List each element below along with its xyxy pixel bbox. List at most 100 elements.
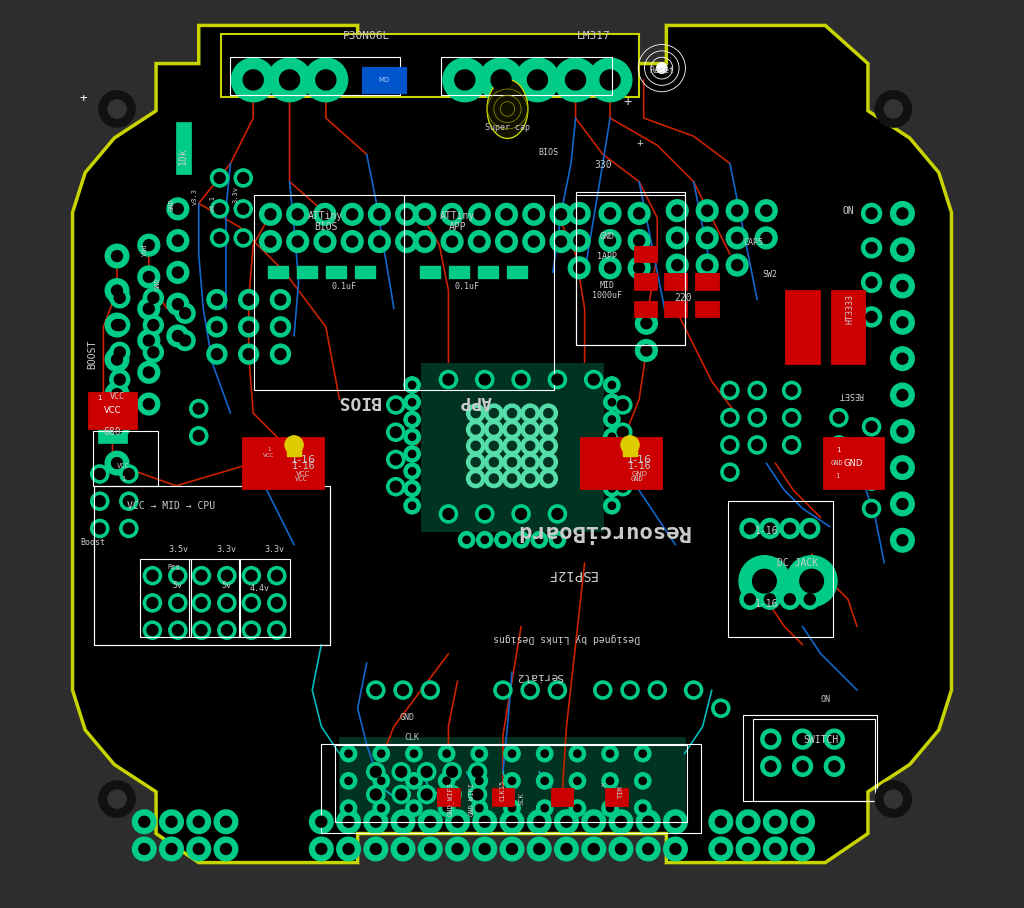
Circle shape (443, 750, 451, 757)
Circle shape (409, 450, 416, 458)
Circle shape (403, 377, 420, 393)
Circle shape (604, 208, 615, 219)
Circle shape (604, 429, 621, 445)
Circle shape (525, 474, 535, 483)
Circle shape (243, 594, 260, 612)
Circle shape (403, 463, 420, 479)
Bar (287, 445, 301, 456)
Circle shape (489, 441, 499, 450)
Circle shape (569, 745, 586, 762)
Circle shape (347, 236, 357, 247)
Circle shape (112, 423, 123, 434)
Circle shape (829, 409, 848, 427)
Circle shape (246, 570, 257, 581)
Circle shape (403, 411, 420, 428)
Circle shape (508, 441, 516, 450)
Circle shape (891, 311, 914, 334)
Circle shape (467, 469, 484, 488)
Text: 4.4v: 4.4v (250, 584, 269, 593)
Circle shape (866, 242, 877, 253)
Circle shape (752, 412, 763, 423)
Circle shape (585, 370, 603, 389)
Circle shape (862, 418, 881, 436)
Circle shape (508, 425, 516, 434)
Circle shape (395, 789, 407, 800)
Circle shape (786, 412, 797, 423)
Circle shape (544, 474, 553, 483)
Circle shape (732, 205, 742, 216)
Circle shape (172, 299, 183, 310)
Circle shape (471, 800, 487, 816)
Circle shape (732, 232, 742, 243)
Circle shape (189, 427, 208, 445)
Circle shape (421, 766, 432, 777)
Circle shape (521, 681, 540, 699)
Circle shape (866, 277, 877, 288)
Circle shape (541, 777, 548, 785)
Circle shape (726, 254, 749, 276)
Circle shape (866, 311, 877, 322)
Bar (326, 267, 346, 278)
Circle shape (726, 227, 749, 249)
Circle shape (512, 505, 530, 523)
Bar (492, 788, 514, 806)
Circle shape (309, 810, 333, 834)
Circle shape (641, 318, 652, 329)
Circle shape (667, 254, 688, 276)
Text: TIM: TIM (617, 785, 624, 798)
Circle shape (468, 763, 486, 781)
Text: LM317: LM317 (577, 31, 610, 42)
Text: DC JACK: DC JACK (777, 558, 818, 568)
Circle shape (471, 409, 480, 418)
Text: ATTiny
APP: ATTiny APP (440, 211, 475, 232)
Circle shape (419, 810, 442, 834)
Circle shape (484, 453, 503, 471)
Circle shape (443, 763, 461, 781)
Circle shape (504, 773, 520, 789)
Circle shape (471, 425, 480, 434)
Circle shape (218, 594, 236, 612)
Circle shape (891, 528, 914, 552)
Circle shape (489, 474, 499, 483)
Circle shape (523, 203, 545, 225)
Circle shape (340, 773, 356, 789)
Circle shape (476, 750, 483, 757)
Text: 3.3v: 3.3v (233, 186, 239, 202)
Circle shape (91, 519, 109, 538)
Circle shape (561, 816, 572, 827)
Circle shape (160, 810, 183, 834)
Circle shape (112, 389, 123, 400)
Circle shape (420, 209, 430, 220)
Circle shape (443, 374, 454, 385)
Circle shape (724, 439, 735, 450)
Circle shape (108, 790, 126, 808)
Circle shape (639, 804, 646, 812)
Circle shape (897, 281, 908, 291)
Bar (634, 301, 657, 317)
Circle shape (341, 231, 364, 252)
Circle shape (443, 777, 451, 785)
Circle shape (749, 409, 766, 427)
Circle shape (194, 430, 204, 441)
Circle shape (172, 597, 183, 608)
Circle shape (234, 169, 252, 187)
Circle shape (500, 810, 524, 834)
Circle shape (770, 844, 780, 854)
Circle shape (292, 209, 303, 220)
Circle shape (473, 810, 497, 834)
Circle shape (123, 523, 134, 534)
Circle shape (621, 681, 639, 699)
Circle shape (724, 467, 735, 478)
Circle shape (243, 621, 260, 639)
Circle shape (608, 450, 615, 458)
Circle shape (617, 400, 628, 410)
Circle shape (724, 385, 735, 396)
Circle shape (243, 567, 260, 585)
Circle shape (897, 535, 908, 546)
Bar (695, 301, 719, 317)
Circle shape (143, 303, 155, 314)
Circle shape (425, 685, 436, 696)
Text: 1-16: 1-16 (292, 460, 315, 471)
Circle shape (664, 810, 687, 834)
Text: 1-16: 1-16 (755, 526, 778, 537)
